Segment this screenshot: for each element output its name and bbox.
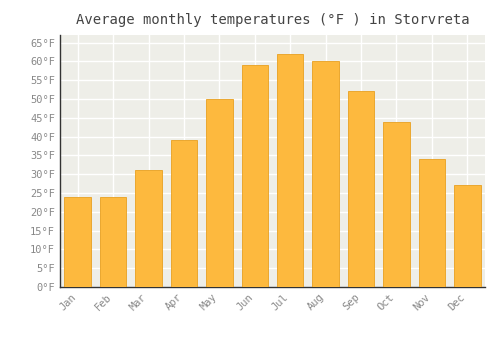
Title: Average monthly temperatures (°F ) in Storvreta: Average monthly temperatures (°F ) in St… <box>76 13 469 27</box>
Bar <box>242 65 268 287</box>
Bar <box>277 54 303 287</box>
Bar <box>206 99 233 287</box>
Bar <box>100 197 126 287</box>
Bar <box>454 186 480 287</box>
Bar <box>348 91 374 287</box>
Bar <box>64 197 91 287</box>
Bar <box>312 61 339 287</box>
Bar <box>383 121 409 287</box>
Bar <box>136 170 162 287</box>
Bar <box>418 159 445 287</box>
Bar <box>170 140 197 287</box>
